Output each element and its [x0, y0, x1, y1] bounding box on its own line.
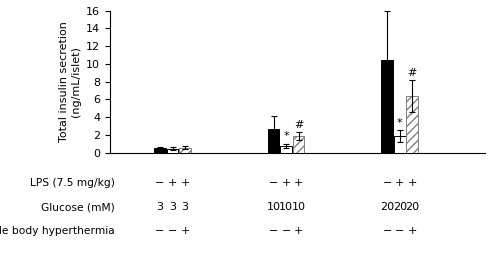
- Text: +: +: [180, 226, 190, 236]
- Text: +: +: [168, 178, 177, 188]
- Bar: [280, 146, 292, 153]
- Text: +: +: [408, 226, 417, 236]
- Text: −: −: [168, 226, 177, 236]
- Text: −: −: [282, 226, 291, 236]
- Bar: [406, 96, 418, 153]
- Text: −: −: [382, 178, 392, 188]
- Text: 10: 10: [279, 202, 293, 212]
- Text: 10: 10: [266, 202, 280, 212]
- Text: *: *: [284, 132, 289, 141]
- Bar: [154, 148, 166, 153]
- Text: 3: 3: [169, 202, 176, 212]
- Text: +: +: [408, 178, 417, 188]
- Text: 3: 3: [156, 202, 164, 212]
- Text: +: +: [294, 226, 304, 236]
- Text: 3: 3: [182, 202, 188, 212]
- Text: 10: 10: [292, 202, 306, 212]
- Text: +: +: [282, 178, 291, 188]
- Text: −: −: [382, 226, 392, 236]
- Text: Whole body hyperthermia: Whole body hyperthermia: [0, 226, 115, 236]
- Text: LPS (7.5 mg/kg): LPS (7.5 mg/kg): [30, 178, 115, 188]
- Bar: [394, 136, 406, 153]
- Text: −: −: [269, 226, 278, 236]
- Text: +: +: [294, 178, 304, 188]
- Text: #: #: [408, 68, 417, 78]
- Text: 20: 20: [380, 202, 394, 212]
- Text: −: −: [156, 226, 164, 236]
- Text: #: #: [294, 120, 304, 130]
- Text: 20: 20: [392, 202, 407, 212]
- Bar: [382, 60, 393, 153]
- Bar: [293, 136, 304, 153]
- Bar: [268, 129, 280, 153]
- Text: +: +: [395, 178, 404, 188]
- Text: *: *: [397, 118, 402, 128]
- Text: −: −: [395, 226, 404, 236]
- Text: Glucose (mM): Glucose (mM): [42, 202, 115, 212]
- Text: −: −: [269, 178, 278, 188]
- Bar: [179, 148, 191, 153]
- Y-axis label: Total insulin secretion
(ng/mL/islet): Total insulin secretion (ng/mL/islet): [59, 21, 80, 142]
- Text: +: +: [180, 178, 190, 188]
- Text: −: −: [156, 178, 164, 188]
- Text: 20: 20: [405, 202, 419, 212]
- Bar: [166, 149, 178, 153]
